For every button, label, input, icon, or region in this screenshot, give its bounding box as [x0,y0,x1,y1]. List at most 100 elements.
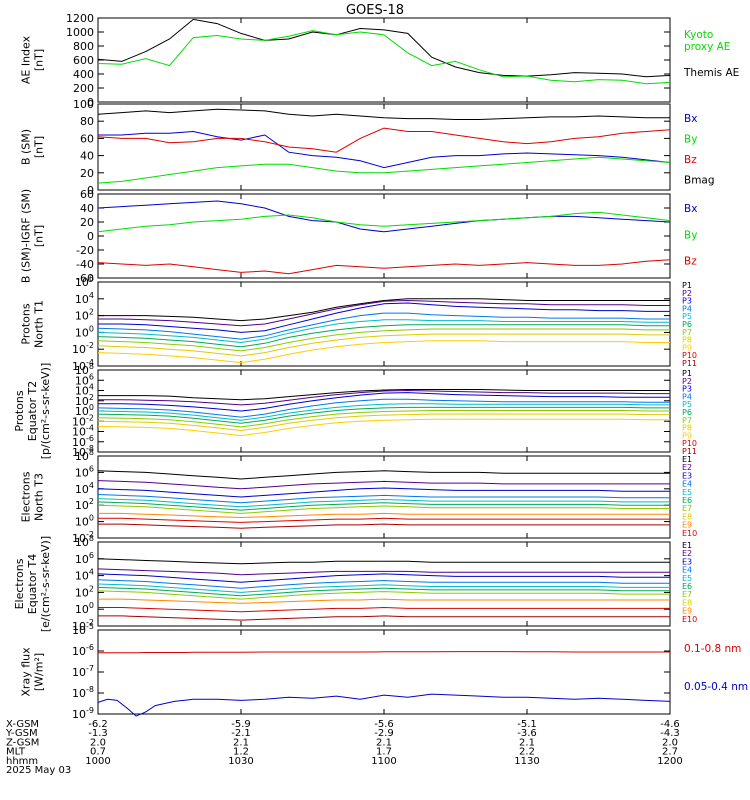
y-tick-exponent: 8 [89,534,94,543]
y-tick-exponent: -2 [86,530,94,539]
legend-entry: Bz [684,154,697,166]
ephemeris-footer: X-GSM -6.2 -5.9 -5.6 -5.1 -4.6 Y-GSM -1.3 -2.1 -2… [5,719,683,776]
y-tick-label: 108 [75,448,94,463]
series-line-p3 [98,302,670,333]
y-tick-label: 10-7 [72,664,94,679]
legend-entry: E3 [682,471,692,480]
legend-entry: P3 [682,385,692,394]
legend-entry: E5 [682,574,692,583]
y-axis-label: Xray flux[W/m²] [20,647,46,697]
y-tick-label: 100 [73,98,94,111]
legend-entry: E5 [682,488,692,497]
series-line-e1 [97,558,670,565]
legend-entry: P4 [682,392,692,401]
y-tick-label: 40 [80,150,94,163]
y-tick-exponent: 6 [89,372,94,381]
legend-entry: E9 [682,607,692,616]
y-tick-label: 102 [75,584,94,599]
y-tick-label: 10-8 [72,685,94,700]
series-line-p4 [97,398,670,418]
series-line-e9 [98,517,670,523]
y-tick-label: 20 [80,167,94,180]
y-tick-exponent: 0 [89,324,94,333]
series-line-e3 [97,487,670,498]
y-axis-label: B (SM)-IGRF (SM)[nT] [20,189,46,283]
series-line-p1 [98,298,670,322]
series-line-bmag [97,108,670,120]
legend-entry: P11 [682,447,697,456]
series-line-p6 [97,406,670,424]
y-tick-exponent: -2 [86,341,94,350]
legend-entry: P9 [682,431,692,440]
y-tick-exponent: -7 [86,664,94,673]
y-tick-exponent: 2 [89,497,94,506]
series-line-e6 [97,501,670,511]
legend-entry: P7 [682,328,692,337]
legend-entry: E6 [682,582,692,591]
series-line-bz [97,127,671,153]
legend-entry: P5 [682,400,692,409]
y-tick-label: 10-6 [72,643,94,658]
series-line-p2 [98,389,670,406]
legend-entry: P11 [682,359,697,368]
y-axis-label-line: [p/(cm²-s-sr-keV)] [39,363,52,460]
y-tick-exponent: 6 [89,551,94,560]
y-tick-label: 0 [87,184,94,197]
series-line-by [97,211,671,233]
series-line-p6 [97,324,670,348]
series-line-e8 [98,512,670,519]
legend-entry: P2 [682,377,692,386]
y-tick-exponent: 2 [89,584,94,593]
y-axis-label: ProtonsNorth T1 [20,300,46,348]
y-tick-label: 0 [87,96,94,109]
y-axis-label-line: Equator T4 [26,554,39,614]
footer-value: 1000 [85,756,110,767]
legend-entry: 0.05-0.4 nm [684,681,748,693]
y-axis-label-line: Protons [20,303,33,344]
legend-entry: E3 [682,557,692,566]
y-tick-label: 100 [75,601,94,616]
y-tick-label: 102 [75,497,94,512]
y-axis-label: AE Index[nT] [20,35,46,84]
series-line-e8 [98,598,670,604]
y-axis-label: B (SM)[nT] [20,129,46,165]
y-tick-label: 102 [75,308,94,323]
legend-entry: P2 [682,289,692,298]
y-tick-exponent: 2 [89,393,94,402]
legend-entry: E1 [682,455,692,464]
series-line-0-1-0-8-nm [98,651,670,654]
y-tick-exponent: 6 [89,464,94,473]
footer-value: 2.1 [376,737,392,748]
series-line-e4 [97,579,670,589]
legend-entry: Bx [684,113,697,125]
series-line-e2 [97,568,670,576]
legend-entry: proxy AE [684,41,730,53]
y-axis-label-line: Xray flux [20,647,33,697]
series-line-e9 [98,606,670,613]
legend-entry: P6 [682,320,692,329]
y-tick-exponent: 2 [89,308,94,317]
footer-row-label: hhmm [6,756,38,767]
series-line-p9 [97,340,670,364]
y-axis-label-line: Protons [13,390,26,431]
series-line-e3 [97,573,670,583]
series-line-e7 [97,504,670,514]
y-tick-exponent: -2 [86,618,94,627]
y-axis-label-line: North T3 [33,473,46,521]
footer-value: -4.6 [660,719,680,730]
series-line-e5 [97,498,670,508]
y-tick-label: -20 [76,244,94,257]
series-line-bx [98,130,671,169]
y-tick-label: 1200 [66,12,94,25]
legend-entry: P1 [682,281,692,290]
panel-frame [97,17,671,103]
series-line-kyoto-proxy-ae [97,30,671,85]
y-tick-label: 106 [75,464,94,479]
footer-value: 2.7 [662,747,678,758]
legend-entry: P9 [682,343,692,352]
legend-entry: E6 [682,496,692,505]
